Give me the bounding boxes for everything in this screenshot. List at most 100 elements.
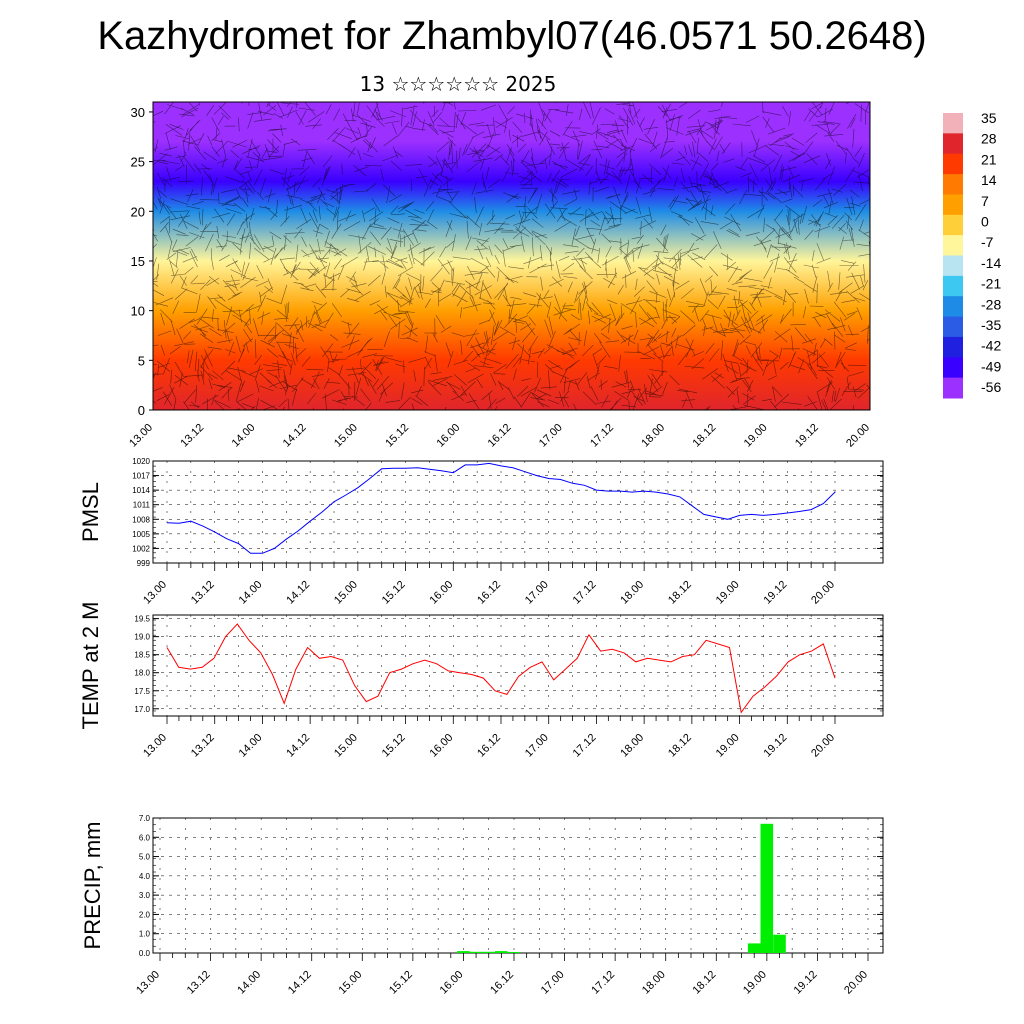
pmsl-panel-y-tick-label: 1020 [132, 457, 150, 466]
colorbar-segment [943, 194, 963, 216]
heatmap-x-tick-label: 14.00 [230, 422, 258, 450]
pmsl-panel-x-tick-label: 16.00 [427, 579, 455, 607]
temp-panel-y-tick-label: 19.0 [134, 633, 150, 642]
pmsl-panel-y-tick-label: 1011 [133, 501, 151, 510]
precip-panel-x-tick-label: 16.12 [488, 969, 516, 997]
pmsl-panel-x-tick-label: 20.00 [809, 579, 837, 607]
colorbar-segment [943, 275, 963, 297]
precip-panel-frame [152, 817, 884, 954]
temp-panel-x-tick-label: 17.00 [523, 732, 551, 760]
precip-bar [507, 952, 521, 953]
pmsl-series-line [166, 462, 836, 554]
heatmap-x-tick-label: 13.12 [178, 422, 206, 450]
temp-panel-y-tick-label: 17.0 [134, 705, 150, 714]
pmsl-panel-x-tick-label: 14.12 [284, 579, 312, 607]
precip-panel-x-tick-label: 15.00 [336, 969, 364, 997]
precip-panel-x-tick-label: 18.00 [640, 969, 668, 997]
precip-bar [495, 951, 508, 953]
colorbar-label: 14 [981, 172, 997, 188]
colorbar-segment [943, 255, 963, 277]
colorbar-label: -28 [981, 296, 1001, 312]
colorbar-label: -35 [981, 317, 1001, 333]
pmsl-panel-x-tick-label: 19.00 [714, 579, 742, 607]
pmsl-panel-x-tick-label: 15.00 [332, 579, 360, 607]
precip-panel-x-tick-label: 18.12 [690, 969, 718, 997]
pmsl-panel-x-tick-label: 17.00 [523, 579, 551, 607]
precip-panel-x-tick-label: 20.00 [842, 969, 870, 997]
colorbar-segment [943, 357, 963, 379]
heatmap-x-tick-label: 15.12 [383, 422, 411, 450]
colorbar-segment [943, 153, 963, 175]
pmsl-panel-x-tick-label: 17.12 [571, 579, 599, 607]
precip-panel-x-tick-label: 14.12 [286, 969, 314, 997]
precip-panel-x-tick-label: 13.00 [134, 969, 162, 997]
heatmap-y-tick-label: 10 [131, 304, 145, 319]
precip-panel-x-tick-label: 19.12 [792, 969, 820, 997]
heatmap-x-tick-label: 17.12 [588, 422, 616, 450]
precip-panel-y-tick-label: 7.0 [139, 814, 151, 823]
temp-panel-x-tick-label: 19.00 [714, 732, 742, 760]
precip-bar [747, 943, 761, 953]
colorbar-label: 28 [981, 131, 997, 147]
heatmap-x-tick-label: 20.00 [844, 422, 872, 450]
heatmap-x-tick-label: 18.12 [691, 422, 719, 450]
precip-panel-ylabel: PRECIP, mm [80, 822, 105, 950]
precip-panel-y-tick-label: 1.0 [139, 930, 151, 939]
temp-panel-y-tick-label: 18.0 [134, 669, 150, 678]
heatmap-y-tick-label: 0 [138, 403, 145, 418]
colorbar-label: -7 [981, 234, 994, 250]
colorbar-segment [943, 214, 963, 236]
colorbar-segment [943, 174, 963, 195]
pmsl-panel-x-tick-label: 16.12 [475, 579, 503, 607]
temp-panel-x-tick-label: 16.12 [475, 732, 503, 760]
colorbar-segment [943, 336, 963, 358]
precip-panel-y-tick-label: 5.0 [139, 853, 151, 862]
heatmap-x-tick-label: 16.12 [486, 422, 514, 450]
pmsl-panel-x-tick-label: 15.12 [380, 579, 408, 607]
pmsl-panel-frame [152, 460, 884, 564]
temp-panel-x-tick-label: 15.12 [380, 732, 408, 760]
temp-panel-ylabel: TEMP at 2 M [78, 602, 103, 730]
temp-panel-x-tick-label: 20.00 [809, 732, 837, 760]
temp-panel-x-tick-label: 18.12 [666, 732, 694, 760]
colorbar-label: 35 [981, 110, 997, 126]
precip-bar [482, 951, 495, 953]
wind-barbs [153, 102, 870, 410]
colorbar-segment [943, 377, 963, 399]
temp-panel-frame [152, 614, 884, 717]
precip-bar [760, 823, 774, 953]
precip-panel-y-tick-label: 2.0 [139, 910, 151, 919]
heatmap-x-tick-label: 19.12 [793, 422, 821, 450]
chart-subtitle: 13 ☆☆☆☆☆☆ 2025 [359, 72, 557, 96]
pmsl-panel-y-tick-label: 1005 [132, 530, 150, 539]
pmsl-panel-x-tick-label: 18.12 [666, 579, 694, 607]
heatmap-frame [152, 101, 871, 411]
precip-panel-x-tick-label: 16.00 [438, 969, 466, 997]
colorbar-segment [943, 296, 963, 318]
colorbar-label: 7 [981, 193, 989, 209]
temp-panel-x-tick-label: 13.12 [189, 732, 217, 760]
precip-bar [469, 951, 483, 953]
precip-panel-y-tick-label: 4.0 [139, 872, 151, 881]
temp-series-line [166, 623, 836, 714]
colorbar-label: -42 [981, 338, 1001, 354]
colorbar-label: -49 [981, 358, 1001, 374]
heatmap-y-tick-label: 25 [131, 155, 145, 170]
temp-panel-x-tick-label: 14.12 [284, 732, 312, 760]
colorbar-segment [943, 113, 963, 134]
colorbar-label: -21 [981, 276, 1001, 292]
precip-panel-x-tick-label: 17.12 [589, 969, 617, 997]
heatmap-y-tick-label: 20 [131, 204, 145, 219]
pmsl-panel-y-tick-label: 1014 [132, 486, 150, 495]
precip-panel-x-tick-label: 13.12 [185, 969, 213, 997]
precip-panel-x-tick-label: 17.00 [539, 969, 567, 997]
temp-panel-x-tick-label: 14.00 [237, 732, 265, 760]
temp-panel-y-tick-label: 19.5 [134, 615, 150, 624]
heatmap-x-tick-label: 15.00 [332, 422, 360, 450]
heatmap-y-tick-label: 15 [131, 254, 145, 269]
temp-panel-y-tick-label: 17.5 [134, 687, 150, 696]
colorbar-label: 0 [981, 214, 989, 230]
temp-panel-x-tick-label: 15.00 [332, 732, 360, 760]
pmsl-panel-x-tick-label: 13.00 [141, 579, 169, 607]
